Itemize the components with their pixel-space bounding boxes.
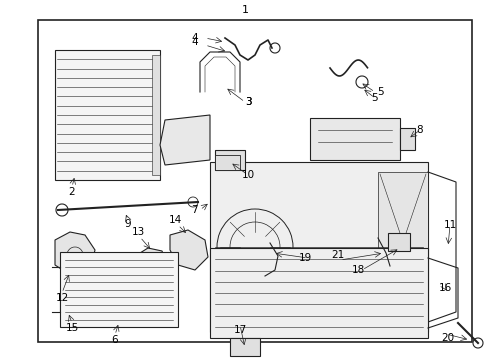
Text: 6: 6 (112, 335, 118, 345)
Polygon shape (55, 232, 95, 278)
Text: 7: 7 (191, 205, 197, 215)
Polygon shape (140, 248, 168, 280)
Text: 16: 16 (439, 283, 452, 293)
Text: 4: 4 (192, 33, 198, 43)
Bar (215, 155, 240, 170)
Polygon shape (160, 115, 210, 165)
Text: 5: 5 (377, 87, 383, 97)
Bar (152, 55, 160, 175)
Bar (310, 118, 400, 160)
Text: 20: 20 (441, 333, 455, 343)
Text: 11: 11 (443, 220, 457, 230)
Bar (230, 338, 260, 356)
Bar (60, 252, 178, 327)
Text: 14: 14 (169, 215, 182, 225)
Text: 2: 2 (69, 187, 75, 197)
Text: 19: 19 (298, 253, 312, 263)
Text: 21: 21 (331, 250, 344, 260)
Text: 8: 8 (416, 125, 423, 135)
Text: 12: 12 (55, 293, 69, 303)
Bar (378, 172, 428, 322)
Bar (215, 150, 245, 170)
Bar (60, 300, 80, 312)
Bar (388, 233, 410, 251)
Text: 4: 4 (192, 37, 198, 47)
Bar (210, 248, 428, 338)
Text: 17: 17 (233, 325, 246, 335)
Text: 3: 3 (245, 97, 251, 107)
Text: 1: 1 (242, 5, 248, 15)
Text: 9: 9 (124, 219, 131, 229)
Text: 10: 10 (242, 170, 255, 180)
Bar (55, 50, 160, 180)
Text: 13: 13 (131, 227, 145, 237)
Text: 5: 5 (372, 93, 378, 103)
Bar (400, 128, 415, 150)
Text: 18: 18 (351, 265, 365, 275)
Bar (38, 20, 472, 342)
Polygon shape (170, 230, 208, 270)
Text: 15: 15 (65, 323, 78, 333)
Bar (210, 162, 428, 332)
Text: 3: 3 (245, 97, 251, 107)
